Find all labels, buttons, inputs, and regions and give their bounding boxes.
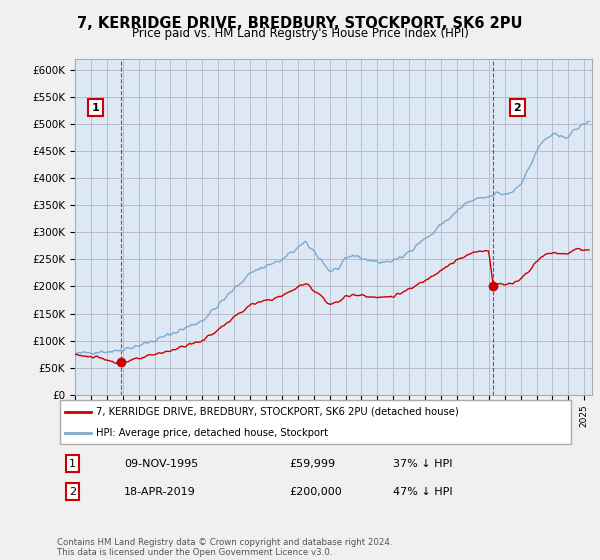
Text: 37% ↓ HPI: 37% ↓ HPI [393,459,452,469]
Text: Contains HM Land Registry data © Crown copyright and database right 2024.
This d: Contains HM Land Registry data © Crown c… [57,538,392,557]
Text: Price paid vs. HM Land Registry's House Price Index (HPI): Price paid vs. HM Land Registry's House … [131,27,469,40]
Text: £59,999: £59,999 [290,459,336,469]
Text: £200,000: £200,000 [290,487,343,497]
Text: 2: 2 [514,102,521,113]
Text: 1: 1 [92,102,100,113]
Text: 18-APR-2019: 18-APR-2019 [124,487,196,497]
Text: 7, KERRIDGE DRIVE, BREDBURY, STOCKPORT, SK6 2PU (detached house): 7, KERRIDGE DRIVE, BREDBURY, STOCKPORT, … [96,407,458,417]
Text: 2: 2 [69,487,76,497]
Text: 7, KERRIDGE DRIVE, BREDBURY, STOCKPORT, SK6 2PU: 7, KERRIDGE DRIVE, BREDBURY, STOCKPORT, … [77,16,523,31]
FancyBboxPatch shape [59,400,571,444]
Text: 09-NOV-1995: 09-NOV-1995 [124,459,199,469]
Text: 1: 1 [69,459,76,469]
Text: HPI: Average price, detached house, Stockport: HPI: Average price, detached house, Stoc… [96,428,328,438]
Text: 47% ↓ HPI: 47% ↓ HPI [393,487,453,497]
